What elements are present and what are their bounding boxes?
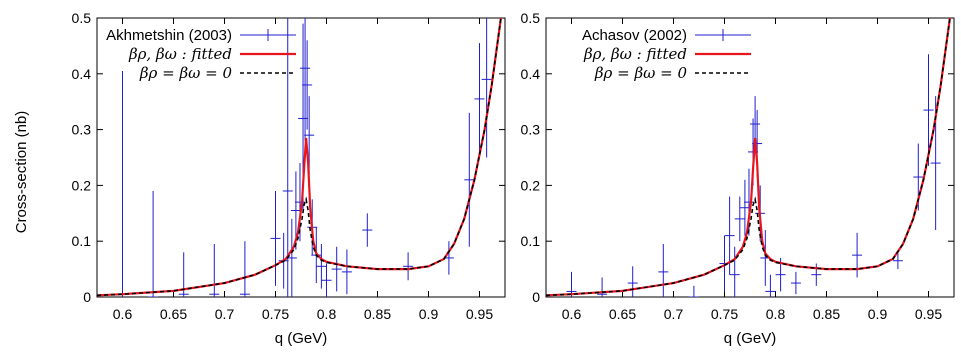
legend-label: βρ, βω : fitted	[583, 45, 687, 63]
series-line-zero-beta	[97, 18, 502, 297]
x-tick-label-right: 0.65	[609, 306, 636, 322]
data-point	[403, 252, 414, 281]
data-point	[688, 285, 699, 297]
x-tick-label-right: 0.9	[868, 306, 888, 322]
y-tick-label-left: 0.3	[72, 122, 92, 138]
chart-panel-left: 0 0.1 0.2 0.3 0.4 0.5 0.6 0.65 0.7 0.75 0.8 0.85 0.9…	[72, 10, 506, 322]
data-point	[302, 40, 313, 130]
y-tick-label-left: 0.2	[72, 177, 92, 193]
legend-entry: Akhmetshin (2003)	[106, 27, 296, 44]
data-point	[566, 271, 577, 297]
legend-entry: βρ, βω : fitted	[128, 45, 296, 63]
data-point	[316, 243, 327, 289]
x-tick-label-right: 0.75	[711, 306, 738, 322]
data-point	[481, 18, 492, 158]
y-tick-label-right: 0.2	[521, 177, 541, 193]
x-tick-label-right: 0.8	[766, 306, 786, 322]
y-tick-label-left: 0.1	[72, 233, 92, 249]
data-point	[341, 249, 352, 295]
y-tick-label-left: 0.4	[72, 66, 92, 82]
data-point	[282, 18, 293, 297]
x-axis-title-left: q (GeV)	[275, 330, 328, 347]
x-tick-label-left: 0.75	[262, 306, 289, 322]
x-tick-label-left: 0.65	[160, 306, 187, 322]
data-point	[148, 190, 159, 297]
plot-area-left	[97, 18, 503, 297]
x-tick-label-left: 0.9	[419, 306, 439, 322]
legend-label: Akhmetshin (2003)	[106, 27, 232, 44]
legend-label: βρ = βω = 0	[594, 64, 688, 82]
data-point	[852, 232, 863, 278]
y-tick-label-left: 0.5	[72, 10, 92, 26]
data-point	[658, 243, 669, 297]
data-point	[117, 71, 128, 297]
data-point	[321, 263, 332, 297]
legend-label: βρ, βω : fitted	[128, 45, 232, 63]
data-point	[923, 54, 934, 166]
x-tick-label-left: 0.85	[364, 306, 391, 322]
y-tick-label-right: 0.5	[521, 10, 541, 26]
data-point	[627, 266, 638, 297]
data-point	[239, 241, 250, 297]
data-point	[178, 252, 189, 297]
legend-entry: βρ = βω = 0	[594, 64, 751, 82]
data-point	[286, 218, 297, 297]
data-point	[729, 246, 740, 297]
y-tick-label-right: 0.4	[521, 66, 541, 82]
data-point	[892, 252, 903, 270]
x-tick-label-right: 0.85	[813, 306, 840, 322]
chart-panel-right: 0 0.1 0.2 0.3 0.4 0.5 0.6 0.65 0.7 0.75 0.8 0.85 0.9…	[521, 10, 955, 322]
x-tick-label-left: 0.6	[113, 306, 133, 322]
data-point	[474, 43, 485, 155]
y-axis-title: Cross-section (nb)	[13, 111, 30, 234]
legend-entry: βρ, βω : fitted	[583, 45, 751, 63]
data-point	[739, 179, 750, 236]
y-tick-label-right: 0	[532, 289, 540, 305]
series-line-zero-beta	[546, 18, 951, 297]
y-tick-label-right: 0.1	[521, 233, 541, 249]
plot-frame-right	[545, 17, 955, 298]
data-point	[331, 246, 342, 292]
y-tick-label-left: 0	[83, 289, 91, 305]
y-tick-label-right: 0.3	[521, 122, 541, 138]
plot-frame-left	[96, 17, 506, 298]
data-point	[790, 271, 801, 295]
legend-label: Achasov (2002)	[582, 27, 687, 44]
data-point	[464, 112, 475, 247]
x-tick-label-right: 0.7	[664, 306, 684, 322]
data-point	[734, 196, 745, 242]
legend-label: βρ = βω = 0	[139, 64, 233, 82]
x-tick-label-left: 0.95	[466, 306, 493, 322]
x-tick-label-left: 0.8	[317, 306, 337, 322]
data-point	[270, 190, 281, 286]
data-point	[300, 18, 311, 141]
x-axis-title-right: q (GeV)	[724, 330, 777, 347]
data-point	[304, 96, 315, 175]
legend-entry: βρ = βω = 0	[139, 64, 296, 82]
data-point	[362, 213, 373, 247]
x-tick-label-right: 0.95	[915, 306, 942, 322]
legend-entry: Achasov (2002)	[582, 27, 751, 44]
data-point	[209, 243, 220, 297]
x-tick-label-left: 0.7	[215, 306, 235, 322]
plot-area-right	[546, 18, 952, 297]
data-point	[765, 274, 776, 297]
x-tick-label-right: 0.6	[562, 306, 582, 322]
